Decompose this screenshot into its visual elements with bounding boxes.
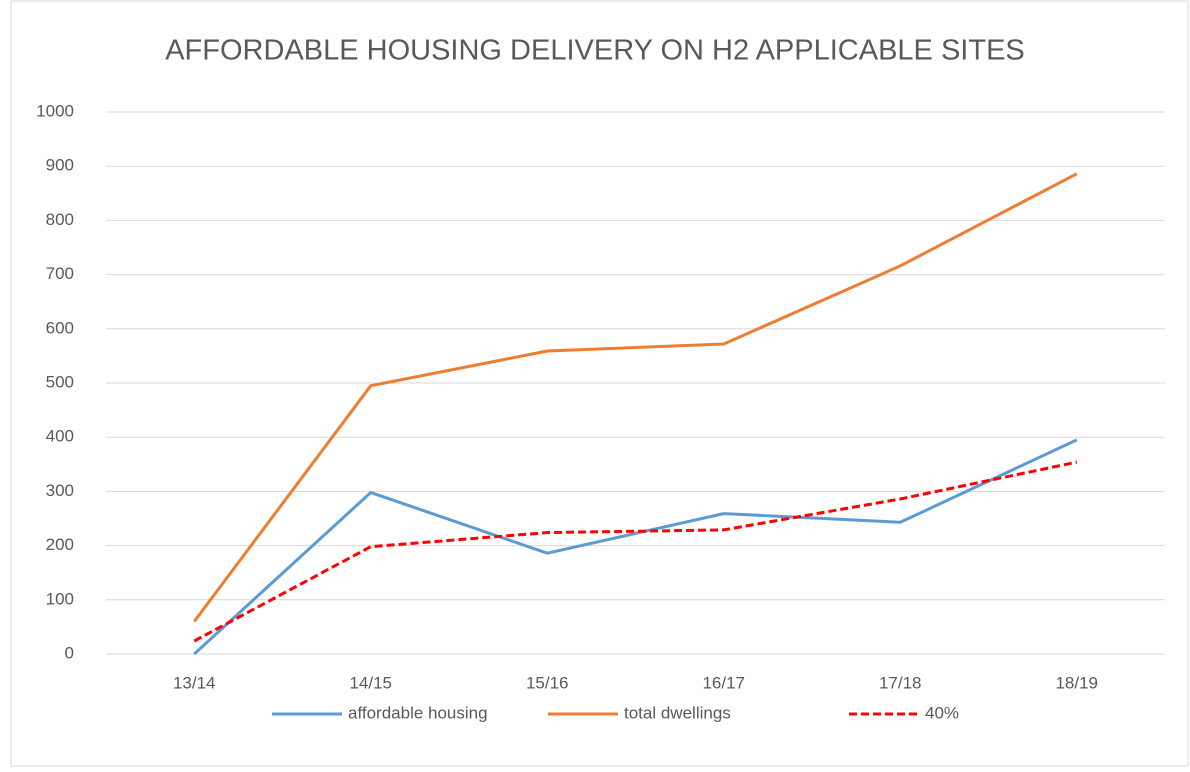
y-tick-label: 500 — [46, 372, 74, 391]
y-tick-label: 0 — [65, 643, 74, 662]
legend-label: 40% — [925, 703, 959, 722]
y-tick-label: 600 — [46, 318, 74, 337]
x-tick-label: 18/19 — [1055, 673, 1098, 692]
y-tick-label: 900 — [46, 156, 74, 175]
x-tick-label: 16/17 — [702, 673, 745, 692]
y-tick-label: 200 — [46, 535, 74, 554]
series-line — [193, 172, 1078, 623]
series-line — [193, 438, 1078, 656]
y-tick-label: 1000 — [36, 101, 74, 120]
y-tick-label: 100 — [46, 589, 74, 608]
x-tick-label: 14/15 — [349, 673, 392, 692]
x-tick-label: 17/18 — [879, 673, 922, 692]
legend-label: total dwellings — [624, 703, 731, 722]
chart-title: AFFORDABLE HOUSING DELIVERY ON H2 APPLIC… — [165, 35, 1025, 67]
y-tick-label: 400 — [46, 427, 74, 446]
y-tick-label: 300 — [46, 481, 74, 500]
x-tick-label: 15/16 — [526, 673, 569, 692]
y-tick-label: 800 — [46, 210, 74, 229]
series-line — [193, 460, 1078, 643]
y-tick-label: 700 — [46, 264, 74, 283]
legend-label: affordable housing — [348, 703, 488, 722]
x-tick-label: 13/14 — [173, 673, 216, 692]
